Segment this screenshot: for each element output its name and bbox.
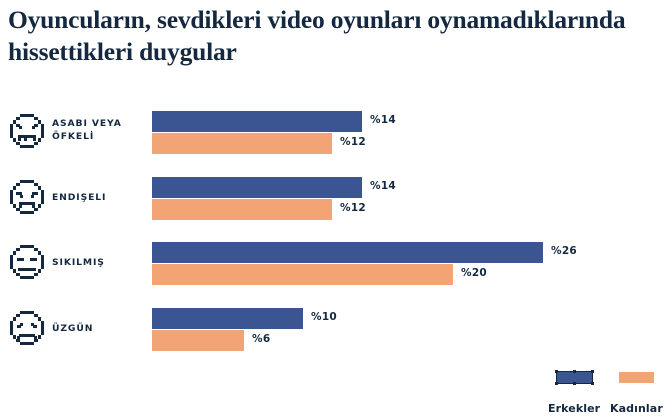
bar-value-female: %6 — [252, 333, 271, 345]
bar-value-female: %12 — [340, 136, 367, 148]
bar-value-female: %20 — [461, 267, 488, 279]
selection-handle-top-right[interactable] — [590, 370, 594, 373]
bar-female — [152, 330, 244, 351]
bar-value-male: %26 — [551, 245, 578, 257]
category-label: ENDIŞELI — [52, 192, 107, 203]
chart-row: ENDIŞELI %14 %12 — [0, 176, 670, 222]
legend-swatch-male[interactable] — [554, 370, 594, 385]
bar-value-male: %10 — [311, 311, 338, 323]
bar-male — [152, 177, 362, 198]
worried-face-icon — [7, 177, 47, 221]
bar-male — [152, 111, 362, 132]
category-label: ÜZGÜN — [52, 323, 94, 334]
legend-swatch-female[interactable] — [618, 372, 654, 383]
page-title: Oyuncuların, sevdikleri video oyunları o… — [8, 5, 626, 66]
chart-row: SIKILMIŞ %26 %20 — [0, 241, 670, 287]
selection-handle-top-left[interactable] — [554, 370, 558, 373]
sad-face-icon — [7, 308, 47, 352]
bar-male — [152, 242, 543, 263]
bar-female — [152, 199, 332, 220]
bar-female — [152, 133, 332, 154]
bar-value-male: %14 — [370, 114, 397, 126]
legend-item-erkekler[interactable]: Erkekler — [548, 370, 601, 415]
selection-handle-top-center[interactable] — [573, 370, 576, 373]
chart-legend: Erkekler Kadınlar — [548, 370, 668, 416]
category-label: SIKILMIŞ — [52, 257, 105, 268]
bar-female — [152, 264, 453, 285]
selection-handle-bottom-left[interactable] — [554, 382, 558, 385]
bar-chart-plot: ASABI VEYA ÖFKELİ %14 %12 — [0, 106, 670, 366]
selection-handle-bottom-center[interactable] — [573, 382, 576, 385]
bar-male — [152, 308, 303, 329]
selection-handle-bottom-right[interactable] — [590, 382, 594, 385]
angry-face-icon — [7, 111, 47, 155]
chart-row: ÜZGÜN %10 %6 — [0, 307, 670, 353]
neutral-bored-face-icon — [7, 242, 47, 286]
legend-label-male: Erkekler — [548, 402, 601, 415]
bar-value-female: %12 — [340, 202, 367, 214]
bar-value-male: %14 — [370, 180, 397, 192]
legend-item-kadinlar[interactable]: Kadınlar — [610, 372, 663, 415]
legend-label-female: Kadınlar — [610, 402, 663, 415]
chart-row: ASABI VEYA ÖFKELİ %14 %12 — [0, 110, 670, 156]
category-label: ASABI VEYA ÖFKELİ — [52, 118, 122, 142]
